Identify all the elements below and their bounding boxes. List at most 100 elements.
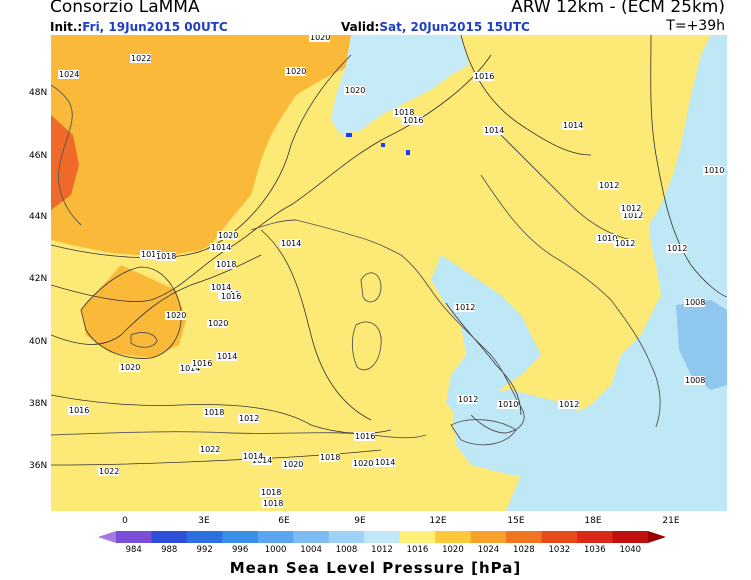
lon-label-15e: 15E [507, 516, 525, 526]
isobar-label-bg [210, 243, 231, 252]
isobar-label: 1012 [559, 400, 579, 409]
isobar-label-bg [203, 408, 224, 417]
lat-label-48n: 48N [29, 88, 48, 98]
init-label: Init.: [50, 20, 83, 34]
colorbar-arrow-right [648, 531, 666, 543]
isobar-label: 1018 [394, 108, 414, 117]
isobar-label: 1016 [192, 359, 212, 368]
colorbar-segment [470, 531, 507, 543]
isobar-label-bg [199, 445, 220, 454]
isobar-label: 1012 [458, 395, 478, 404]
isobar-label-bg [344, 86, 365, 95]
isobar-label: 1012 [621, 204, 641, 213]
isobar-label: 1016 [355, 432, 375, 441]
colorbar-tick-label: 1016 [406, 545, 429, 555]
valid-time: Valid:Sat, 20Jun2015 15UTC [341, 20, 530, 34]
isobar-label-bg [620, 204, 641, 213]
colorbar-segment [293, 531, 330, 543]
lake-geneva [346, 133, 352, 137]
isobar-label: 1014 [243, 452, 263, 461]
isobar-label: 1018 [261, 488, 281, 497]
isobar-label-bg [262, 499, 283, 508]
isobar-label: 1012 [667, 244, 687, 253]
isobar-label-bg [354, 432, 375, 441]
isobar-label: 1016 [221, 292, 241, 301]
isobar-label-bg [210, 283, 231, 292]
field-1004-1008 [676, 300, 727, 390]
isobar-label: 1020 [218, 231, 238, 240]
colorbar-segment [116, 531, 152, 543]
colorbar-segment [399, 531, 436, 543]
isobar-label-bg [215, 260, 236, 269]
isobar-label: 1020 [283, 460, 303, 469]
isobar-label-bg [165, 311, 186, 320]
colorbar-title: Mean Sea Level Pressure [hPa] [229, 559, 522, 577]
isobar-label-bg [622, 211, 643, 220]
lake-garda [406, 150, 410, 155]
lat-label-40n: 40N [29, 337, 48, 347]
lon-label-9e: 9E [354, 516, 366, 526]
isobar-label-bg [119, 363, 140, 372]
isobars [51, 35, 727, 466]
colorbar-tick-label: 1024 [477, 545, 500, 555]
isobar-label-bg [562, 121, 583, 130]
valid-value: Sat, 20Jun2015 15UTC [379, 20, 530, 34]
isobar-label: 1014 [281, 239, 301, 248]
lon-label-6e: 6E [278, 516, 290, 526]
lon-label-18e: 18E [584, 516, 602, 526]
isobar-label-bg [217, 231, 238, 240]
colorbar-segment [506, 531, 543, 543]
isobar-label-bg [473, 72, 494, 81]
isobar-label: 1022 [99, 467, 119, 476]
field-1008-1012-south [431, 255, 541, 415]
colorbar-segment [435, 531, 472, 543]
colorbar-segment [541, 531, 578, 543]
isobar-label: 1016 [69, 406, 89, 415]
isobar-label-bg [285, 67, 306, 76]
colorbar-tick-label: 1000 [264, 545, 287, 555]
isobar-label-bg [98, 467, 119, 476]
field-1012-1016-alps [331, 35, 469, 135]
isobar-label-bg [703, 166, 724, 175]
isobar-label: 1014 [180, 364, 200, 373]
model-title: ARW 12km - (ECM 25km) [511, 0, 725, 17]
isobar-label: 1016 [474, 72, 494, 81]
isobar-label: 1020 [286, 67, 306, 76]
isobar-label-bg [374, 458, 395, 467]
init-time: Init.:Fri, 19Jun2015 00UTC [50, 20, 228, 34]
colorbar-segment [328, 531, 365, 543]
field-1020-1024-balearic [81, 265, 186, 358]
isobar-label: 1018 [263, 499, 283, 508]
isobar-label-bg [684, 298, 705, 307]
isobar-label: 1020 [310, 35, 330, 42]
colorbar-tick-label: 996 [232, 545, 249, 555]
colorbar-segment [151, 531, 188, 543]
isobar-label: 1018 [216, 260, 236, 269]
isobar-label-bg [216, 352, 237, 361]
colorbar-segment [257, 531, 294, 543]
lakes [346, 133, 410, 155]
isobar-label: 1014 [211, 243, 231, 252]
init-value: Fri, 19Jun2015 00UTC [82, 20, 228, 34]
lon-label-3e: 3E [198, 516, 210, 526]
colorbar-tick-label: 1004 [300, 545, 322, 555]
isobar-label-bg [497, 400, 518, 409]
isobar-label-bg [483, 126, 504, 135]
field-1020-1024 [51, 35, 351, 257]
isobar-label: 1018 [204, 408, 224, 417]
isobar-label-bg [319, 453, 340, 462]
lat-label-38n: 38N [29, 399, 48, 409]
isobar-label-bg [179, 364, 200, 373]
colorbar-tick-label: 1036 [583, 545, 606, 555]
colorbar-arrow-left [98, 531, 116, 543]
isobar-label: 1018 [141, 250, 161, 259]
colorbar-tick-label: 992 [196, 545, 213, 555]
isobar-label: 1008 [685, 376, 705, 385]
colorbar-tick-label: 1028 [513, 545, 535, 555]
isobar-label: 1014 [211, 283, 231, 292]
map-svg: 1020102410221020102010161014101810161014… [51, 35, 727, 511]
isobar-label: 1020 [208, 319, 228, 328]
isobar-label: 1018 [156, 252, 176, 261]
colorbar-segment [612, 531, 649, 543]
colorbar-tick-label: 1012 [371, 545, 393, 555]
